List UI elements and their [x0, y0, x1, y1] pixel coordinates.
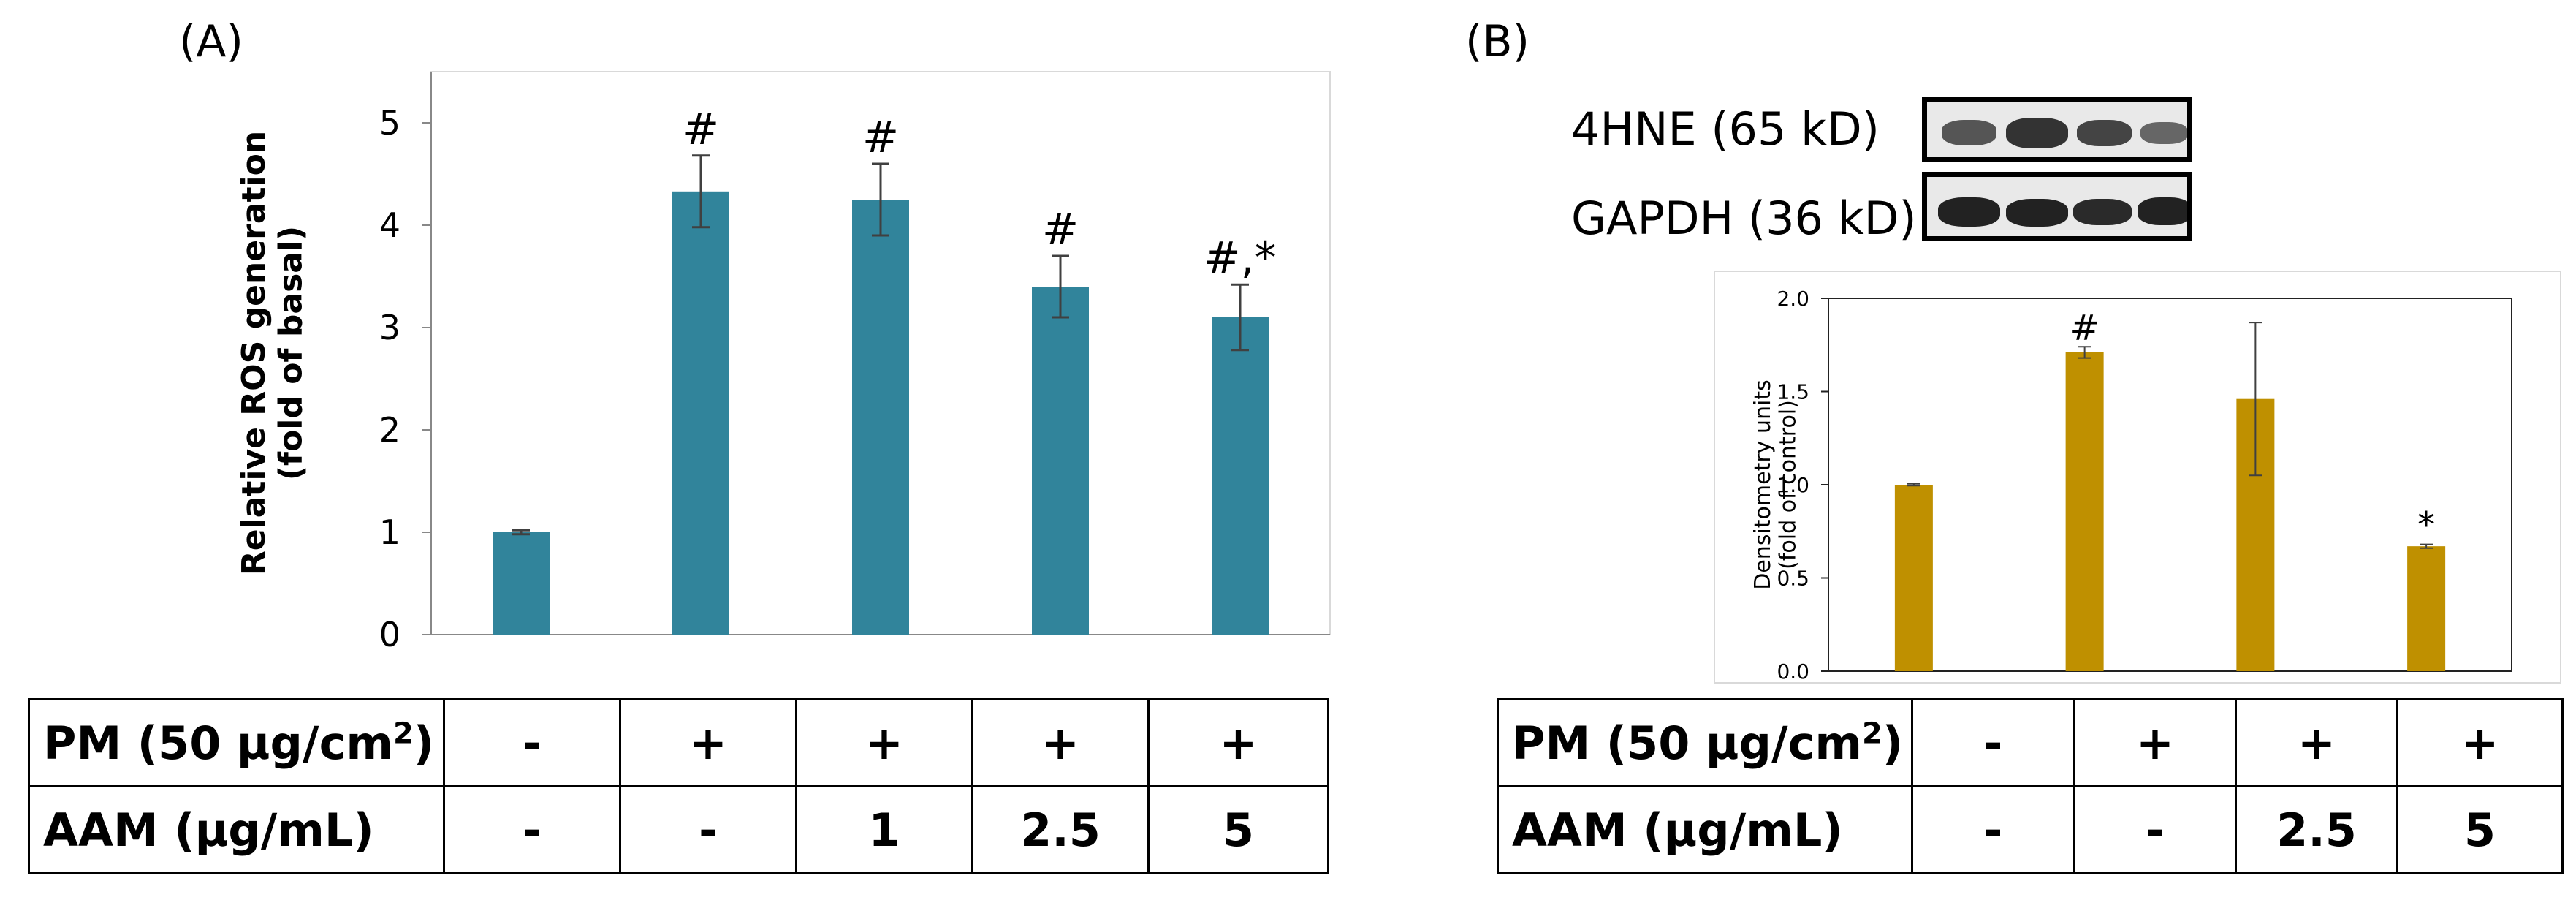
row-label-aam: AAM (µg/mL) — [28, 785, 445, 874]
bar — [493, 532, 550, 635]
table-cell: - — [443, 698, 621, 787]
chart-a-ros: 0 1 2 3 4 5 Relative ROS generation (fold of ba… — [235, 71, 1331, 654]
table-cell: - — [619, 785, 797, 874]
significance-mark: # — [683, 104, 719, 155]
chart-b-densitometry: 0.0 0.5 1.0 1.5 2.0 Densitometry units (fold o… — [1750, 287, 2512, 684]
table-cell: + — [2396, 698, 2564, 787]
blot-band — [2077, 120, 2132, 146]
chart-b-frame — [1714, 271, 2561, 684]
significance-mark: #,* — [1204, 232, 1276, 284]
y-tick-label: 0.5 — [1777, 566, 1809, 590]
panel-a-label: (A) — [179, 16, 243, 67]
table-cell: 2.5 — [971, 785, 1150, 874]
bar — [2065, 352, 2104, 671]
table-cell: - — [443, 785, 621, 874]
y-tick-label: 0.0 — [1777, 659, 1809, 684]
condition-table-a: PM (50 µg/cm2) - + + + + AAM (µg/mL) - -… — [28, 698, 1329, 874]
bar — [2407, 546, 2446, 671]
panel-b-label: (B) — [1465, 16, 1530, 67]
significance-mark: # — [1042, 204, 1079, 255]
y-axis-label: (fold of basal) — [273, 226, 310, 480]
table-cell: - — [2073, 785, 2237, 874]
significance-mark: * — [2417, 505, 2435, 546]
y-tick-label: 1.5 — [1777, 379, 1809, 404]
y-axis-label: Relative ROS generation — [235, 131, 273, 575]
significance-mark: # — [2070, 307, 2100, 348]
bar — [1032, 287, 1089, 635]
blot-band — [2073, 199, 2132, 225]
table-cell: - — [1911, 785, 2075, 874]
table-cell: + — [2235, 698, 2398, 787]
table-cell: + — [1147, 698, 1329, 787]
y-tick-label: 3 — [379, 308, 400, 347]
y-tick-label: 2.0 — [1777, 287, 1809, 311]
blot-band — [2138, 197, 2187, 225]
bar — [1212, 317, 1269, 635]
bar — [1894, 485, 1933, 671]
table-cell: 5 — [1147, 785, 1329, 874]
table-cell: + — [2073, 698, 2237, 787]
y-tick-label: 1 — [379, 513, 400, 552]
blot-band — [1942, 120, 1996, 145]
table-row: AAM (µg/mL) - - 2.5 5 — [1497, 785, 2564, 874]
blot-band — [1938, 197, 2000, 227]
bar — [852, 200, 909, 635]
blot-band — [2006, 199, 2068, 227]
table-cell: + — [795, 698, 973, 787]
blot-gapdh — [1922, 172, 2192, 241]
significance-mark: # — [862, 112, 899, 163]
blot-band — [2006, 118, 2068, 148]
condition-table-b: PM (50 µg/cm2) - + + + AAM (µg/mL) - - 2… — [1497, 698, 2564, 874]
y-axis-label: (fold of control) — [1776, 400, 1801, 570]
y-tick-label: 5 — [379, 103, 400, 143]
table-cell: 1 — [795, 785, 973, 874]
table-cell: + — [971, 698, 1150, 787]
table-cell: + — [619, 698, 797, 787]
y-tick-label: 1.0 — [1777, 473, 1809, 497]
row-label-pm: PM (50 µg/cm2) — [28, 698, 445, 787]
y-tick-label: 0 — [379, 615, 400, 654]
table-row: PM (50 µg/cm2) - + + + + — [28, 698, 1329, 787]
bar — [672, 191, 729, 635]
blot-label-gapdh: GAPDH (36 kD) — [1571, 192, 1917, 245]
table-cell: 2.5 — [2235, 785, 2398, 874]
y-tick-label: 2 — [379, 410, 400, 450]
blot-band — [2140, 122, 2187, 144]
blot-label-4hne: 4HNE (65 kD) — [1571, 102, 1880, 156]
table-row: AAM (µg/mL) - - 1 2.5 5 — [28, 785, 1329, 874]
y-axis-label: Densitometry units — [1750, 379, 1776, 589]
y-tick-label: 4 — [379, 205, 400, 245]
row-label-aam: AAM (µg/mL) — [1497, 785, 1913, 874]
table-row: PM (50 µg/cm2) - + + + — [1497, 698, 2564, 787]
blot-4hne — [1922, 97, 2192, 162]
row-label-pm: PM (50 µg/cm2) — [1497, 698, 1913, 787]
table-cell: 5 — [2396, 785, 2564, 874]
table-cell: - — [1911, 698, 2075, 787]
